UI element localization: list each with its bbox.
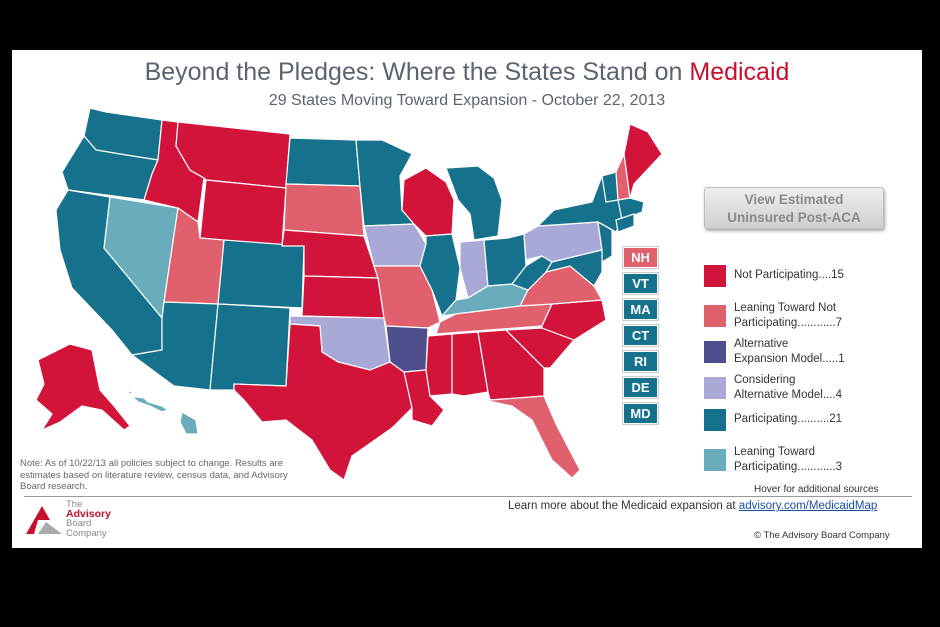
note-text: Note: As of 10/22/13 all policies subjec… bbox=[20, 458, 288, 492]
state-hi[interactable] bbox=[179, 411, 199, 435]
state-hi-islands[interactable] bbox=[125, 389, 170, 413]
legend-swatch bbox=[704, 409, 726, 431]
state-ia[interactable] bbox=[363, 223, 427, 267]
logo-line3: Board bbox=[66, 518, 92, 529]
legend-swatch bbox=[704, 265, 726, 287]
legend-swatch bbox=[704, 305, 726, 327]
view-button-line2: Uninsured Post-ACA bbox=[727, 210, 861, 225]
learn-text: Learn more about the Medicaid expansion … bbox=[508, 500, 739, 512]
state-sc[interactable] bbox=[504, 327, 576, 369]
legend-label: Leaning Toward Not Participating........… bbox=[734, 302, 843, 329]
us-map bbox=[35, 107, 663, 481]
small-state-ri[interactable]: RI bbox=[622, 350, 659, 373]
legend-label: Leaning Toward Participating............… bbox=[734, 446, 843, 473]
state-nj[interactable] bbox=[597, 220, 613, 264]
divider bbox=[24, 496, 912, 497]
learn-more: Learn more about the Medicaid expansion … bbox=[508, 500, 877, 512]
title-text: Beyond the Pledges: Where the States Sta… bbox=[144, 58, 690, 86]
small-state-ma[interactable]: MA bbox=[622, 298, 659, 321]
hover-note: Hover for additional sources bbox=[754, 484, 879, 495]
page-subtitle: 29 States Moving Toward Expansion - Octo… bbox=[268, 92, 666, 109]
copyright: © The Advisory Board Company bbox=[754, 530, 890, 541]
small-state-nh[interactable]: NH bbox=[622, 246, 659, 269]
state-mi[interactable] bbox=[445, 165, 503, 241]
legend-label: Not Participating....15 bbox=[734, 269, 844, 281]
logo-icon bbox=[26, 506, 62, 534]
legend-item-not-participating: Not Participating....15 bbox=[704, 265, 914, 297]
state-al[interactable] bbox=[451, 331, 489, 397]
title-accent: Medicaid bbox=[689, 58, 790, 86]
small-state-md[interactable]: MD bbox=[622, 402, 659, 425]
logo-line4: Company bbox=[66, 527, 107, 539]
state-me[interactable] bbox=[623, 123, 663, 199]
logo-line1: The bbox=[66, 499, 83, 510]
state-sd[interactable] bbox=[283, 183, 365, 237]
state-ks[interactable] bbox=[301, 275, 385, 319]
legend-item-leaning-not: Leaning Toward Not Participating........… bbox=[704, 301, 914, 333]
legend-item-leaning-toward: Leaning Toward Participating............… bbox=[704, 445, 914, 477]
state-nd[interactable] bbox=[285, 137, 361, 187]
view-uninsured-button[interactable]: View Estimated Uninsured Post-ACA bbox=[704, 187, 884, 229]
state-nm[interactable] bbox=[209, 303, 291, 391]
legend-item-alternative: Alternative Expansion Model.....1 bbox=[704, 337, 914, 369]
legend-item-participating: Participating..........21 bbox=[704, 409, 914, 441]
state-co[interactable] bbox=[217, 239, 305, 309]
legend-label: Participating..........21 bbox=[734, 413, 843, 425]
state-ms[interactable] bbox=[425, 333, 453, 397]
view-button-line1: View Estimated bbox=[744, 192, 844, 207]
small-state-ct[interactable]: CT bbox=[622, 324, 659, 347]
small-state-de[interactable]: DE bbox=[622, 376, 659, 399]
state-ma[interactable] bbox=[617, 197, 645, 221]
state-fl[interactable] bbox=[463, 395, 581, 479]
state-ct[interactable] bbox=[615, 213, 635, 233]
legend-swatch bbox=[704, 341, 726, 363]
learn-more-link[interactable]: advisory.com/MedicaidMap bbox=[738, 500, 878, 512]
advisory-board-logo: The Advisory Board Company bbox=[24, 500, 134, 542]
legend-label: Alternative Expansion Model.....1 bbox=[734, 338, 845, 365]
state-md[interactable] bbox=[544, 249, 603, 287]
logo-line2: Advisory bbox=[66, 507, 111, 520]
legend-swatch bbox=[704, 377, 726, 399]
page-title: Beyond the Pledges: Where the States Sta… bbox=[12, 58, 922, 87]
state-ak[interactable] bbox=[35, 343, 131, 432]
small-state-vt[interactable]: VT bbox=[622, 272, 659, 295]
state-tx[interactable] bbox=[233, 323, 413, 481]
legend-label: Considering Alternative Model....4 bbox=[734, 374, 843, 401]
state-wy[interactable] bbox=[199, 179, 287, 247]
map-card: Beyond the Pledges: Where the States Sta… bbox=[12, 50, 922, 548]
legend-swatch bbox=[704, 449, 726, 471]
legend-item-considering: Considering Alternative Model....4 bbox=[704, 373, 914, 405]
